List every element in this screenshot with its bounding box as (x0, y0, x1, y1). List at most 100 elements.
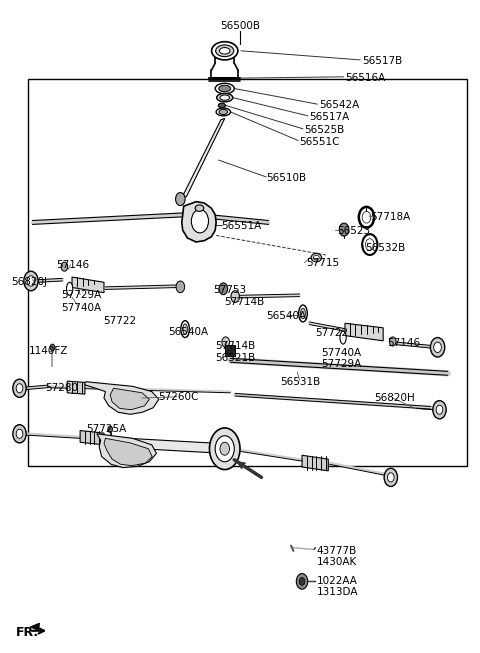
Circle shape (219, 283, 228, 295)
Polygon shape (72, 277, 104, 293)
Text: 56517B: 56517B (362, 56, 402, 66)
Circle shape (13, 424, 26, 443)
Ellipse shape (299, 305, 307, 322)
Circle shape (231, 291, 240, 302)
Ellipse shape (216, 93, 233, 102)
Text: 56516A: 56516A (345, 73, 385, 83)
Text: 57715: 57715 (306, 258, 339, 268)
Ellipse shape (216, 45, 234, 57)
Text: 56531B: 56531B (281, 377, 321, 387)
Ellipse shape (195, 205, 204, 212)
Text: 57280: 57280 (45, 383, 78, 393)
Text: 57146: 57146 (56, 260, 89, 270)
Circle shape (222, 337, 229, 347)
Circle shape (436, 405, 443, 414)
Text: 56551A: 56551A (221, 221, 261, 231)
Ellipse shape (219, 86, 231, 92)
Bar (225, 345, 235, 357)
Ellipse shape (67, 282, 73, 295)
Text: 57729A: 57729A (321, 359, 361, 369)
Text: 43777B: 43777B (316, 546, 357, 556)
Polygon shape (67, 381, 85, 394)
Circle shape (27, 276, 35, 286)
Text: 1430AK: 1430AK (316, 557, 357, 567)
Text: 56820J: 56820J (11, 278, 47, 287)
Circle shape (220, 442, 229, 455)
Circle shape (24, 271, 38, 291)
Ellipse shape (313, 255, 319, 260)
Ellipse shape (212, 42, 238, 60)
Circle shape (16, 384, 23, 393)
Circle shape (389, 337, 396, 346)
Text: 56551C: 56551C (300, 137, 340, 147)
Ellipse shape (219, 109, 228, 114)
Text: 56517A: 56517A (309, 112, 349, 122)
Ellipse shape (183, 324, 188, 334)
Polygon shape (97, 434, 156, 468)
Text: 56540A: 56540A (168, 326, 208, 337)
Circle shape (299, 577, 305, 585)
Polygon shape (104, 438, 152, 466)
Text: FR.: FR. (16, 626, 39, 639)
Polygon shape (302, 455, 328, 471)
Bar (28, 80, 467, 466)
Circle shape (16, 429, 23, 438)
Text: 56525B: 56525B (304, 125, 345, 135)
Ellipse shape (216, 108, 230, 116)
Circle shape (215, 436, 234, 462)
Polygon shape (182, 202, 216, 242)
Polygon shape (30, 623, 39, 631)
Circle shape (339, 223, 349, 236)
Ellipse shape (340, 331, 346, 344)
Polygon shape (106, 437, 222, 453)
Circle shape (61, 262, 68, 271)
Text: 1140FZ: 1140FZ (29, 346, 69, 356)
Ellipse shape (300, 308, 305, 319)
Text: 57260C: 57260C (158, 392, 198, 402)
Text: 1313DA: 1313DA (316, 588, 358, 597)
Text: 56510B: 56510B (266, 173, 306, 183)
Text: 56523: 56523 (337, 226, 370, 236)
Circle shape (176, 193, 185, 206)
Text: 57722: 57722 (103, 316, 136, 326)
Text: 57729A: 57729A (61, 291, 101, 300)
Text: 57714B: 57714B (224, 297, 264, 307)
Text: 56542A: 56542A (319, 101, 359, 110)
Text: 57146: 57146 (387, 338, 420, 348)
Circle shape (13, 379, 26, 398)
Text: 57740A: 57740A (61, 303, 101, 313)
Circle shape (387, 473, 394, 482)
Text: 56820H: 56820H (374, 393, 415, 403)
Polygon shape (182, 118, 225, 198)
Text: 57740A: 57740A (321, 347, 361, 357)
Text: 57718A: 57718A (370, 212, 410, 222)
Circle shape (108, 426, 113, 432)
Ellipse shape (215, 84, 234, 94)
Text: 57725A: 57725A (86, 424, 127, 434)
Polygon shape (82, 382, 159, 414)
Circle shape (433, 401, 446, 419)
Polygon shape (110, 389, 149, 409)
Circle shape (192, 210, 208, 233)
Circle shape (296, 573, 308, 589)
Polygon shape (345, 323, 383, 341)
Text: 56521B: 56521B (215, 353, 255, 362)
Text: 57722: 57722 (315, 328, 348, 338)
Text: 56540A: 56540A (266, 311, 306, 321)
Circle shape (50, 344, 55, 351)
Circle shape (434, 342, 442, 353)
Circle shape (384, 468, 397, 486)
Text: 56532B: 56532B (365, 244, 405, 253)
Polygon shape (80, 430, 104, 445)
Text: 1022AA: 1022AA (316, 577, 357, 586)
Ellipse shape (181, 321, 190, 338)
Circle shape (431, 338, 445, 357)
Circle shape (209, 428, 240, 470)
Text: 56500B: 56500B (220, 21, 260, 31)
Circle shape (365, 239, 374, 250)
Ellipse shape (220, 95, 229, 100)
Ellipse shape (219, 48, 230, 54)
Circle shape (176, 281, 185, 293)
Ellipse shape (311, 253, 322, 262)
Circle shape (362, 212, 371, 223)
